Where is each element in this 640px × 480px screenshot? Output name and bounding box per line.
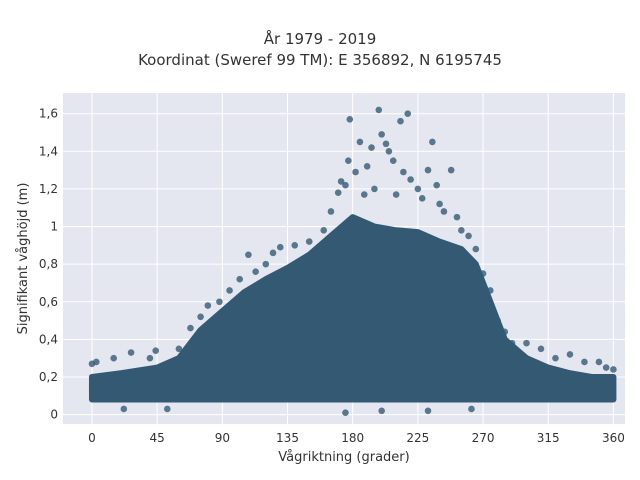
data-point	[152, 347, 160, 354]
data-point	[385, 148, 393, 155]
data-point	[320, 226, 328, 234]
x-tick-label: 135	[276, 431, 299, 445]
x-tick-label: 90	[215, 431, 230, 445]
data-point	[440, 208, 448, 215]
y-tick-label: 1	[50, 220, 58, 234]
data-point	[453, 213, 461, 221]
data-point	[352, 168, 359, 176]
data-point	[472, 245, 480, 253]
data-point	[424, 407, 432, 415]
data-point	[404, 110, 412, 117]
data-point	[204, 302, 212, 309]
data-point	[465, 232, 472, 240]
data-point	[552, 354, 559, 362]
data-point	[447, 166, 455, 174]
data-point	[537, 345, 545, 353]
data-point	[305, 238, 313, 245]
data-point	[368, 144, 375, 151]
y-tick-label: 0,8	[39, 257, 58, 271]
data-point	[327, 208, 335, 215]
data-point	[486, 287, 494, 294]
data-point	[378, 131, 385, 138]
data-point	[146, 354, 154, 362]
data-point	[433, 181, 441, 189]
data-point	[245, 251, 252, 259]
data-point	[360, 191, 368, 198]
data-point	[494, 317, 501, 324]
data-point	[371, 185, 378, 193]
data-point	[389, 157, 397, 165]
data-point	[479, 270, 487, 277]
x-tick-label: 315	[537, 431, 560, 445]
data-point	[345, 157, 352, 165]
data-point	[418, 195, 426, 202]
data-point	[197, 313, 204, 321]
data-point	[392, 191, 400, 198]
data-point	[93, 358, 100, 366]
chart-subtitle: Koordinat (Sweref 99 TM): E 356892, N 61…	[138, 51, 502, 69]
data-point	[508, 339, 516, 347]
data-point	[378, 407, 385, 415]
data-point	[468, 405, 475, 413]
data-point	[429, 138, 436, 146]
y-tick-label: 1,4	[39, 144, 58, 158]
data-point	[346, 116, 354, 123]
data-point	[252, 268, 259, 275]
data-point	[523, 339, 530, 347]
data-point	[163, 405, 171, 413]
data-point	[356, 138, 364, 146]
data-point	[501, 328, 509, 336]
data-point	[269, 249, 277, 257]
x-axis-label: Vågriktning (grader)	[278, 450, 409, 465]
x-tick-label: 360	[602, 431, 625, 445]
chart-title: År 1979 - 2019	[263, 30, 377, 48]
y-tick-label: 1,2	[39, 182, 58, 196]
data-point	[375, 106, 383, 114]
data-point	[334, 189, 342, 196]
point-cloud-density	[88, 214, 617, 403]
data-point	[187, 324, 194, 332]
data-point	[436, 200, 443, 208]
y-tick-label: 1,6	[39, 107, 58, 121]
data-point	[566, 351, 574, 358]
x-tick-label: 180	[341, 431, 364, 445]
y-axis-label: Signifikant våghöjd (m)	[16, 183, 31, 335]
data-point	[175, 345, 183, 353]
y-tick-label: 0	[50, 408, 58, 422]
data-point	[110, 354, 117, 362]
data-point	[342, 181, 349, 189]
data-point	[595, 358, 603, 366]
data-point	[414, 185, 422, 193]
data-point	[602, 364, 610, 371]
data-point	[291, 242, 299, 249]
data-point	[127, 349, 135, 356]
x-tick-label: 225	[406, 431, 429, 445]
data-point	[337, 178, 345, 185]
x-tick-label: 0	[88, 431, 96, 445]
data-point	[342, 409, 349, 417]
y-tick-label: 0,4	[39, 332, 58, 346]
data-point	[424, 166, 432, 174]
data-point	[236, 275, 244, 283]
data-point	[262, 260, 270, 268]
x-tick-label: 45	[150, 431, 165, 445]
data-point	[226, 287, 233, 294]
x-tick-label: 270	[472, 431, 495, 445]
y-tick-label: 0,6	[39, 295, 58, 309]
y-tick-label: 0,2	[39, 370, 58, 384]
data-point	[581, 358, 588, 366]
data-point	[276, 243, 284, 251]
data-point	[397, 117, 404, 125]
data-point	[610, 366, 617, 373]
data-point	[458, 226, 465, 234]
data-point	[407, 176, 414, 183]
data-point	[363, 163, 371, 170]
data-point	[400, 168, 407, 176]
data-point	[216, 298, 223, 306]
data-point	[120, 405, 128, 413]
data-point	[382, 140, 390, 148]
